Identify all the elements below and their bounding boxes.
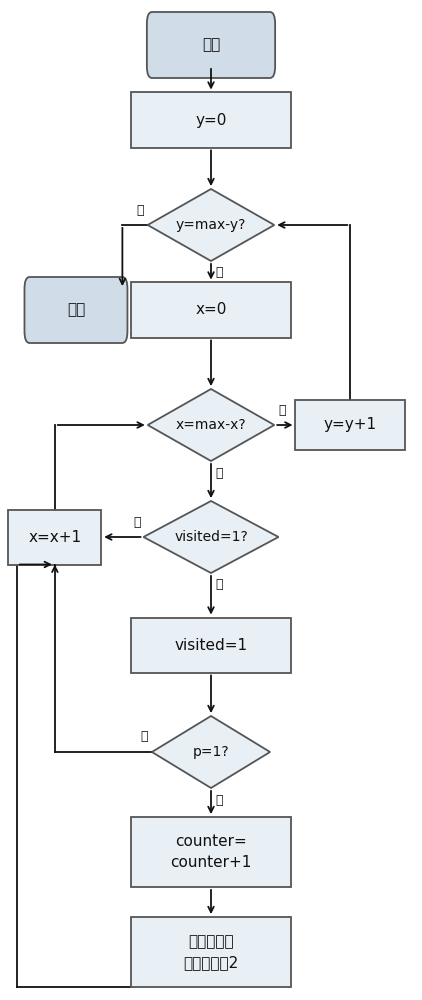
Bar (131, 93, 291, 147)
Text: x=max-x?: x=max-x? (176, 418, 246, 432)
Text: x=x+1: x=x+1 (28, 530, 81, 544)
Text: 开始: 开始 (202, 37, 220, 52)
Polygon shape (148, 389, 274, 461)
Text: visited=1?: visited=1? (174, 530, 248, 544)
Bar (131, 618, 291, 673)
Text: 是: 是 (215, 794, 223, 806)
Text: p=1?: p=1? (193, 745, 229, 759)
Polygon shape (143, 501, 279, 573)
Bar (8, 510, 101, 564)
Text: 否: 否 (215, 266, 223, 279)
FancyBboxPatch shape (147, 12, 275, 78)
Text: 是: 是 (279, 403, 286, 416)
Text: 否: 否 (140, 730, 148, 744)
Text: counter=
counter+1: counter= counter+1 (170, 834, 252, 870)
Polygon shape (148, 189, 274, 261)
Bar (131, 817, 291, 887)
Bar (131, 282, 291, 338)
Text: y=y+1: y=y+1 (324, 418, 377, 432)
Text: 搜索连通区
域，即步骤2: 搜索连通区 域，即步骤2 (184, 934, 238, 970)
Bar (131, 917, 291, 987)
Text: visited=1: visited=1 (174, 638, 248, 652)
Text: 是: 是 (136, 204, 143, 217)
Text: y=max-y?: y=max-y? (176, 218, 246, 232)
Text: y=0: y=0 (195, 112, 227, 127)
Text: 否: 否 (215, 467, 223, 480)
Bar (295, 400, 405, 450)
FancyBboxPatch shape (24, 277, 127, 343)
Text: 结束: 结束 (67, 302, 85, 318)
Text: x=0: x=0 (195, 302, 227, 318)
Polygon shape (152, 716, 270, 788)
Text: 是: 是 (134, 516, 141, 528)
Text: 否: 否 (215, 578, 223, 591)
